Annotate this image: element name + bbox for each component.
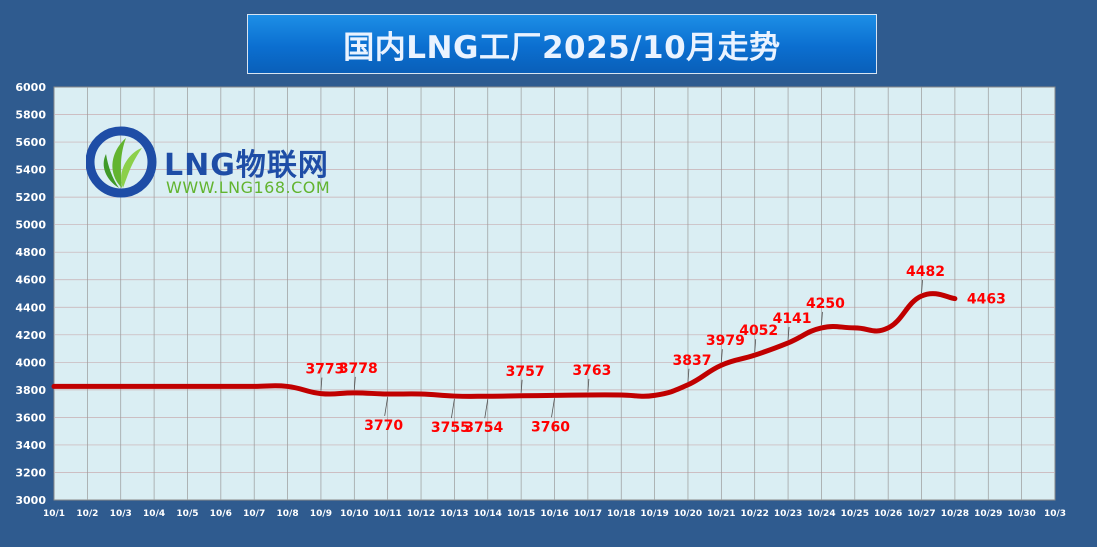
x-tick-label: 10/19 xyxy=(640,509,668,519)
data-label-leader xyxy=(754,339,757,353)
data-label-leader xyxy=(787,326,790,340)
data-label: 4052 xyxy=(739,323,778,339)
data-label: 3754 xyxy=(464,420,503,436)
y-tick-label: 6000 xyxy=(15,81,46,94)
data-label-leader xyxy=(720,349,723,363)
x-tick-label: 10/21 xyxy=(707,509,735,519)
data-label-leader xyxy=(587,378,590,392)
x-tick-label: 10/16 xyxy=(540,509,568,519)
x-tick-label: 10/6 xyxy=(210,509,232,519)
x-tick-label: 10/12 xyxy=(407,509,435,519)
x-tick-label: 10/10 xyxy=(340,509,368,519)
x-tick-label: 10/7 xyxy=(243,509,265,519)
x-tick-label: 10/11 xyxy=(373,509,401,519)
y-tick-label: 4800 xyxy=(15,246,46,259)
y-tick-label: 3200 xyxy=(15,466,46,479)
data-label: 3770 xyxy=(364,418,403,434)
y-tick-label: 3800 xyxy=(15,384,46,397)
y-tick-label: 5800 xyxy=(15,109,46,122)
data-label: 3778 xyxy=(339,361,378,377)
data-label-leader xyxy=(551,398,555,418)
x-tick-label: 10/4 xyxy=(143,509,165,519)
logo-url: WWW.LNG168.COM xyxy=(166,178,331,197)
x-tick-label: 10/1 xyxy=(43,509,65,519)
x-tick-label: 10/18 xyxy=(607,509,635,519)
data-label-leader xyxy=(384,396,389,417)
x-tick-label: 10/15 xyxy=(507,509,535,519)
data-label-leader xyxy=(484,399,489,419)
y-tick-label: 3000 xyxy=(15,494,46,507)
y-tick-label: 5400 xyxy=(15,164,46,177)
data-label: 3760 xyxy=(531,419,570,435)
x-tick-label: 10/26 xyxy=(874,509,902,519)
data-label-leader xyxy=(353,376,356,390)
x-tick-label: 10/28 xyxy=(941,509,969,519)
data-label: 4463 xyxy=(967,292,1006,308)
y-tick-label: 4200 xyxy=(15,329,46,342)
data-label: 3757 xyxy=(506,364,545,380)
logo: LNG物联网 WWW.LNG168.COM xyxy=(86,126,366,202)
data-label: 3837 xyxy=(672,353,711,369)
x-tick-label: 10/13 xyxy=(440,509,468,519)
logo-name: LNG物联网 xyxy=(164,148,329,183)
x-tick-label: 10/29 xyxy=(974,509,1002,519)
x-tick-label: 10/25 xyxy=(841,509,869,519)
data-label-leader xyxy=(520,379,523,393)
y-tick-label: 4400 xyxy=(15,301,46,314)
y-tick-label: 4000 xyxy=(15,356,46,369)
data-label: 3763 xyxy=(572,363,611,379)
data-label: 3773 xyxy=(305,362,344,378)
data-label: 4141 xyxy=(773,311,812,327)
y-tick-label: 3600 xyxy=(15,411,46,424)
data-label-leader xyxy=(687,368,690,382)
data-label-leader xyxy=(320,377,323,391)
data-label-leader xyxy=(921,279,923,294)
y-tick-label: 3400 xyxy=(15,439,46,452)
x-tick-label: 10/9 xyxy=(310,509,332,519)
data-label: 4482 xyxy=(906,264,945,280)
x-tick-label: 10/17 xyxy=(574,509,602,519)
chart-title-box: 国内LNG工厂2025/10月走势 xyxy=(247,14,877,74)
logo-mark-icon xyxy=(86,126,157,198)
x-tick-label: 10/23 xyxy=(774,509,802,519)
x-tick-label: 10/14 xyxy=(474,509,502,519)
x-tick-label: 10/3 xyxy=(1044,509,1066,519)
data-label-leader xyxy=(821,311,823,325)
x-tick-label: 10/5 xyxy=(176,509,198,519)
x-tick-label: 10/27 xyxy=(907,509,935,519)
y-tick-label: 5600 xyxy=(15,136,46,149)
series-line xyxy=(51,291,958,399)
data-label-leader xyxy=(451,398,455,419)
x-tick-label: 10/20 xyxy=(674,509,702,519)
x-tick-label: 10/2 xyxy=(76,509,98,519)
data-label: 3755 xyxy=(431,420,470,436)
data-label: 4250 xyxy=(806,296,845,312)
x-tick-label: 10/24 xyxy=(807,509,835,519)
y-tick-label: 4600 xyxy=(15,274,46,287)
x-tick-label: 10/8 xyxy=(277,509,299,519)
x-tick-label: 10/22 xyxy=(741,509,769,519)
y-tick-label: 5200 xyxy=(15,191,46,204)
data-label: 3979 xyxy=(706,333,745,349)
chart-title: 国内LNG工厂2025/10月走势 xyxy=(343,29,781,66)
x-tick-label: 10/30 xyxy=(1007,509,1035,519)
x-tick-label: 10/3 xyxy=(110,509,132,519)
y-tick-label: 5000 xyxy=(15,219,46,232)
